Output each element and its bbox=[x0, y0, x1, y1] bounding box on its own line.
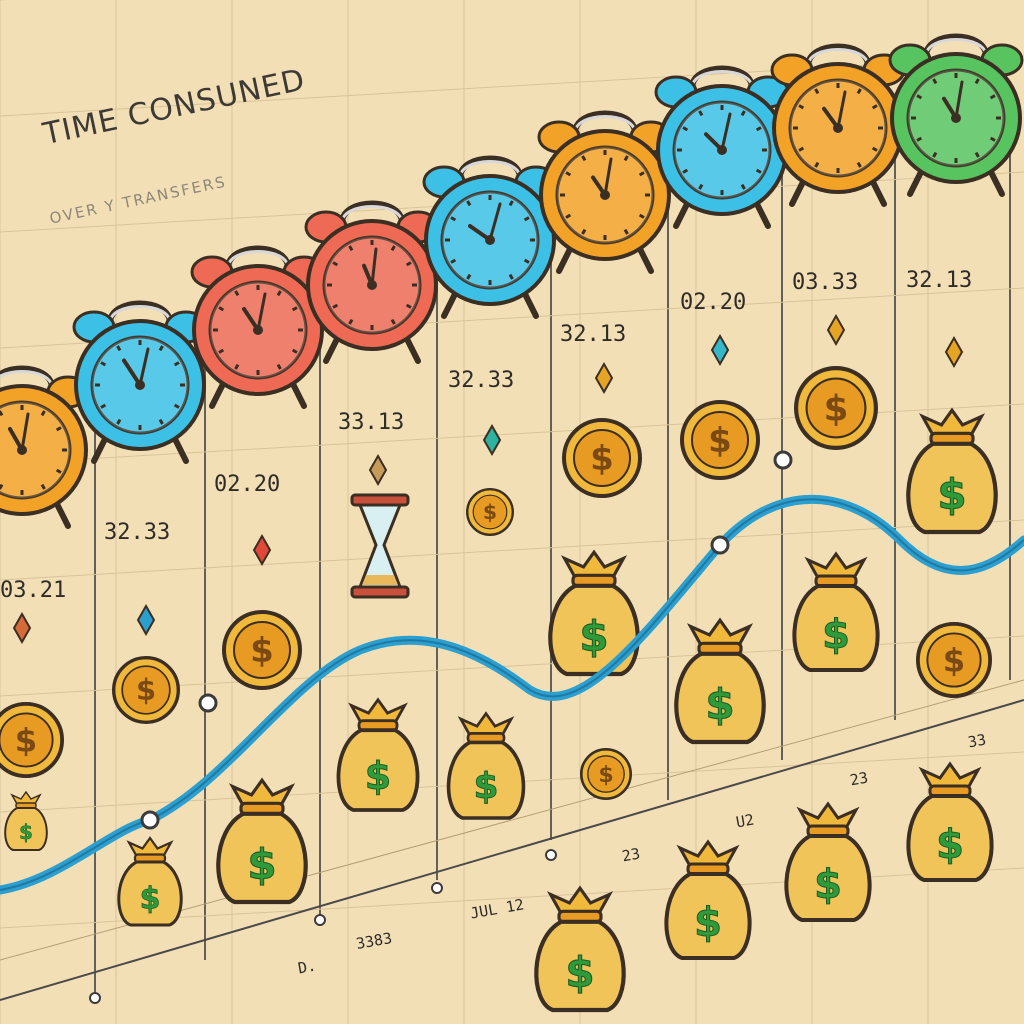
curve-point bbox=[773, 450, 793, 470]
money-bag-icon bbox=[4, 791, 48, 851]
coin-icon bbox=[796, 368, 876, 448]
money-bag-icon bbox=[676, 620, 763, 742]
coin-icon bbox=[579, 747, 633, 801]
money-bag-icon bbox=[664, 840, 752, 960]
grid-point bbox=[545, 849, 557, 861]
money-bag-icon bbox=[784, 802, 872, 922]
time-label: 02.20 bbox=[680, 290, 747, 315]
paper-line bbox=[0, 519, 1024, 581]
alarm-clock-icon bbox=[190, 245, 326, 409]
connector-markers bbox=[12, 313, 964, 645]
arrow-marker-icon bbox=[136, 603, 156, 637]
time-label: 03.33 bbox=[792, 270, 859, 295]
money-icons bbox=[0, 368, 996, 1010]
arrow-marker-icon bbox=[826, 313, 846, 347]
grid-point bbox=[89, 992, 101, 1004]
coin-icon bbox=[916, 622, 992, 698]
axis-label: 33 bbox=[966, 730, 988, 752]
money-bag-icon bbox=[446, 711, 526, 820]
arrow-marker-icon bbox=[12, 611, 32, 645]
money-bag-icon bbox=[792, 552, 880, 672]
curve-point bbox=[710, 535, 730, 555]
alarm-clock-icon bbox=[888, 33, 1024, 197]
arrow-marker-icon bbox=[594, 361, 614, 395]
time-label: 02.20 bbox=[214, 472, 281, 497]
time-label: 32.33 bbox=[104, 520, 171, 545]
axis-line bbox=[0, 699, 1024, 1001]
coin-icon bbox=[466, 488, 514, 536]
hourglass-icon bbox=[350, 493, 410, 599]
axis-label: D. bbox=[296, 956, 318, 978]
money-bag-icon bbox=[908, 410, 995, 532]
money-bag-icon bbox=[906, 762, 994, 882]
grid-point bbox=[314, 914, 326, 926]
money-bag-icon bbox=[536, 888, 623, 1010]
curve-points bbox=[89, 450, 793, 1004]
time-label: 32.33 bbox=[448, 368, 515, 393]
arrow-marker-icon bbox=[710, 333, 730, 367]
coin-icon bbox=[0, 702, 65, 778]
coin-icon bbox=[222, 610, 302, 690]
alarm-clock-icon bbox=[422, 155, 558, 319]
arrow-marker-icon bbox=[482, 423, 502, 457]
arrow-marker-icon bbox=[368, 453, 388, 487]
time-label: 33.13 bbox=[338, 410, 405, 435]
axis-label: U2 bbox=[734, 810, 756, 832]
curve-point bbox=[140, 810, 160, 830]
axis-label: 23 bbox=[620, 844, 642, 866]
time-label: 32.13 bbox=[906, 268, 973, 293]
coin-icon bbox=[562, 418, 642, 498]
arrow-marker-icon bbox=[252, 533, 272, 567]
curve-point bbox=[198, 693, 218, 713]
alarm-clock-icon bbox=[0, 365, 90, 529]
time-label: 03.21 bbox=[0, 578, 67, 603]
alarm-clock-icon bbox=[537, 110, 673, 274]
time-label: 32.13 bbox=[560, 322, 627, 347]
arrow-marker-icon bbox=[944, 335, 964, 369]
alarm-clock-icon bbox=[72, 300, 208, 464]
alarm-clock-icon bbox=[770, 43, 906, 207]
alarm-clock-icon bbox=[654, 65, 790, 229]
money-bag-icon bbox=[336, 697, 420, 812]
coin-icon bbox=[680, 400, 760, 480]
alarm-clock-icon bbox=[304, 200, 440, 364]
bottom-axis bbox=[0, 679, 1024, 1001]
money-bag-icon bbox=[117, 836, 183, 927]
coin-icon bbox=[111, 656, 181, 724]
grid-point bbox=[431, 882, 443, 894]
alarm-clock-row bbox=[0, 33, 1024, 529]
axis-label: 23 bbox=[848, 768, 870, 790]
